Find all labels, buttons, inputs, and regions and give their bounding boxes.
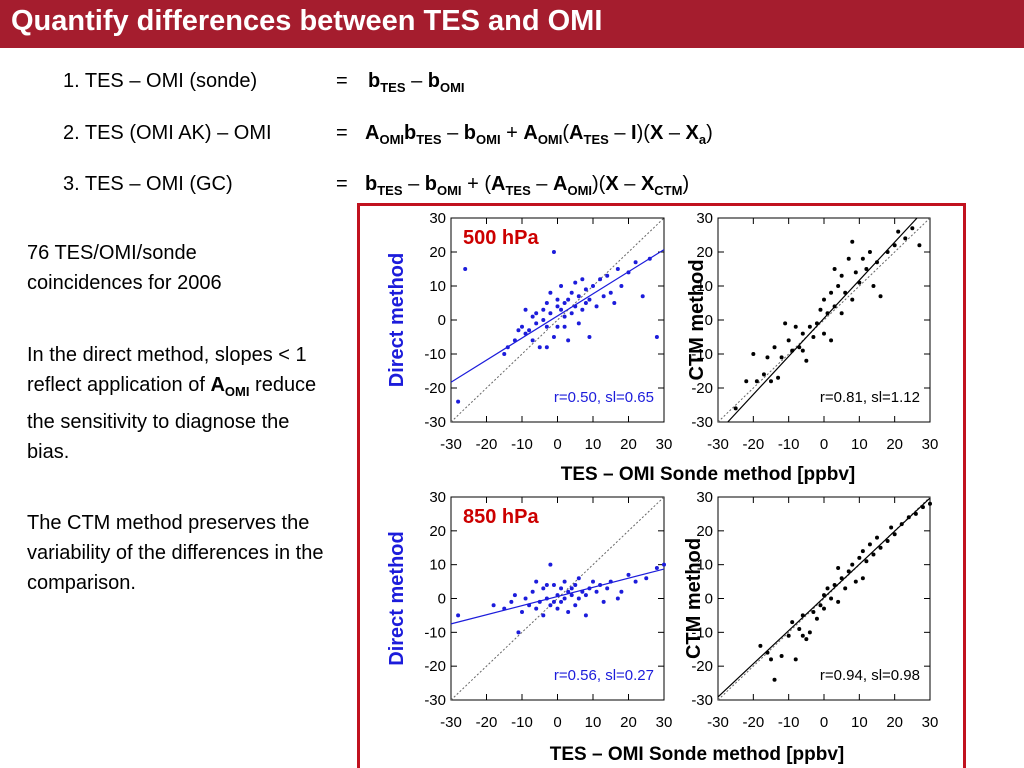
equation-label: 3. TES – OMI (GC) (63, 173, 233, 195)
equation-rhs: bTES – bOMI + (ATES – AOMI)(X – XCTM) (365, 173, 689, 198)
equation-operator: )( (636, 122, 650, 144)
equation-symbol: b (365, 173, 378, 195)
equation-operator: + (500, 122, 524, 144)
equation-subscript: OMI (436, 183, 462, 198)
equation-symbol: X (605, 173, 619, 195)
equation-symbol: X (640, 173, 655, 195)
equation-operator: – (663, 122, 686, 144)
equation-symbol: b (463, 122, 476, 144)
figure-frame (357, 203, 966, 768)
slide-title: Quantify differences between TES and OMI (11, 5, 603, 37)
equation-symbol: I (631, 122, 637, 144)
equation-subscript: OMI (476, 132, 501, 147)
equation-subscript: TES (505, 183, 531, 198)
equation-symbol: b (404, 122, 417, 144)
equation-symbol: b (427, 70, 440, 92)
equation-subscript: OMI (537, 132, 563, 147)
equation-symbol: X (649, 122, 664, 144)
equation-subscript: TES (377, 183, 403, 198)
equation-symbol: b (368, 70, 381, 92)
equation-symbol: A (491, 173, 506, 195)
direct-method-note: In the direct method, slopes < 1 reflect… (27, 344, 317, 463)
equation-operator: – (608, 122, 632, 144)
equation-symbol: A (365, 122, 380, 144)
coincidence-text: 76 TES/OMI/sonde coincidences for 2006 (27, 242, 222, 294)
equation-operator: – (405, 70, 428, 92)
equation-symbol: A (569, 122, 584, 144)
equation-2: 2. TES (OMI AK) – OMI = AOMIbTES – bOMI … (63, 122, 713, 147)
equation-operator: – (441, 122, 464, 144)
equation-symbol: A (553, 173, 568, 195)
equation-subscript: OMI (439, 80, 465, 95)
equation-subscript: TES (416, 132, 442, 147)
equation-operator: – (530, 173, 553, 195)
equation-1: 1. TES – OMI (sonde) = bTES – bOMI (63, 70, 465, 95)
equation-symbol: A (523, 122, 538, 144)
equation-symbol: b (424, 173, 437, 195)
equation-operator: ) (706, 122, 713, 144)
equation-subscript: TES (583, 132, 609, 147)
equation-subscript: CTM (654, 183, 683, 198)
equation-equals: = (336, 122, 348, 144)
equation-equals: = (336, 70, 348, 92)
equation-subscript: TES (380, 80, 406, 95)
equation-label: 2. TES (OMI AK) – OMI (63, 122, 272, 144)
a-omi-symbol: AOMI (210, 374, 250, 399)
equation-operator: )( (592, 173, 606, 195)
equation-subscript: OMI (379, 132, 405, 147)
ctm-method-note: The CTM method preserves the variability… (27, 512, 324, 594)
equation-operator: + ( (461, 173, 491, 195)
equation-subscript: a (698, 132, 707, 147)
equation-equals: = (336, 173, 348, 195)
equation-operator: ) (682, 173, 690, 195)
equation-rhs: bTES – bOMI (368, 70, 465, 95)
equation-label: 1. TES – OMI (sonde) (63, 70, 258, 92)
title-bar: Quantify differences between TES and OMI (0, 0, 1024, 48)
equation-rhs: AOMIbTES – bOMI + AOMI(ATES – I)(X – Xa) (365, 122, 713, 147)
equation-symbol: X (685, 122, 699, 144)
equation-operator: – (618, 173, 641, 195)
equation-subscript: OMI (567, 183, 593, 198)
equation-operator: ( (562, 122, 570, 144)
equation-3: 3. TES – OMI (GC) = bTES – bOMI + (ATES … (63, 173, 689, 198)
equation-operator: – (402, 173, 425, 195)
